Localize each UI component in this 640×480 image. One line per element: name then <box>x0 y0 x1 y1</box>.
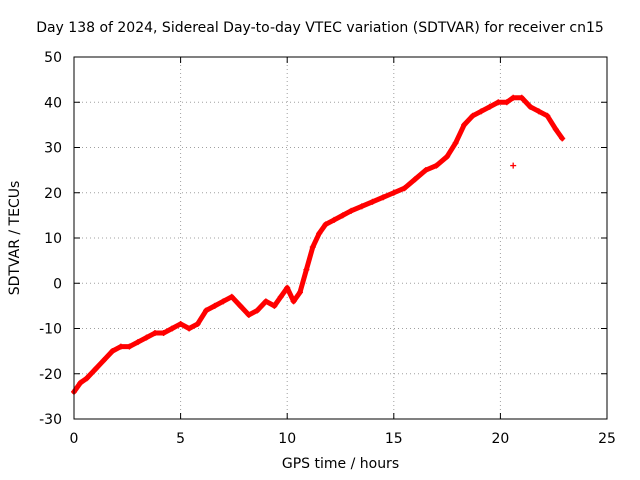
x-axis-label: GPS time / hours <box>281 456 400 472</box>
y-tick-label: 30 <box>44 141 62 157</box>
series-segment <box>195 307 209 327</box>
series-segment <box>453 122 467 146</box>
x-tick-label: 15 <box>385 431 403 447</box>
data-point <box>559 135 566 142</box>
y-tick-label: -20 <box>39 367 62 383</box>
y-tick-label: -30 <box>39 412 62 428</box>
series-segment <box>310 230 322 250</box>
y-tick-label: 20 <box>44 186 62 202</box>
series-segment <box>303 244 316 273</box>
x-tick-label: 25 <box>598 431 616 447</box>
series-segment <box>444 140 459 160</box>
y-tick-label: -10 <box>39 322 62 338</box>
x-tick-label: 0 <box>70 431 79 447</box>
series-segment <box>553 126 565 141</box>
y-tick-label: 0 <box>53 276 62 292</box>
data-point <box>510 162 517 169</box>
chart-title: Day 138 of 2024, Sidereal Day-to-day VTE… <box>36 20 604 36</box>
y-tick-label: 10 <box>44 231 62 247</box>
plot-border <box>73 56 608 420</box>
x-tick-label: 5 <box>176 431 185 447</box>
series-segment <box>544 113 559 132</box>
x-tick-label: 10 <box>278 431 296 447</box>
x-tick-label: 20 <box>491 431 509 447</box>
y-tick-label: 50 <box>44 50 62 66</box>
series-segment <box>297 267 309 295</box>
y-axis-label: SDTVAR / TECUs <box>7 180 23 296</box>
y-tick-label: 40 <box>44 95 62 111</box>
